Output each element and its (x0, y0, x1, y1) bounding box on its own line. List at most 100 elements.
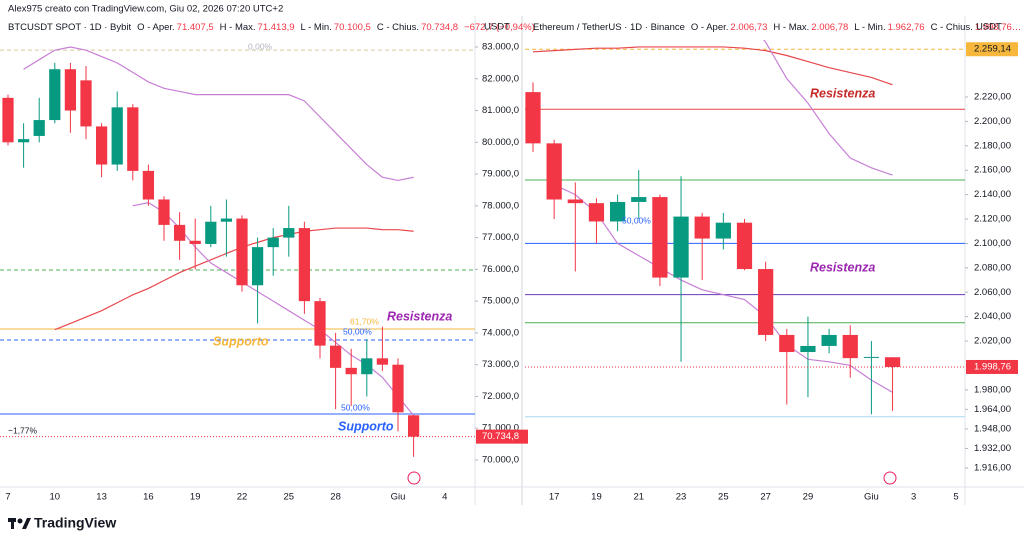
y-tick-label: 1.916,00 (974, 462, 1011, 473)
y-tick-label: 2.160,00 (974, 165, 1011, 176)
candle-body (376, 358, 389, 365)
indicator-line (763, 40, 893, 176)
annotation: 50,00% (622, 215, 651, 225)
candle-body (567, 199, 583, 204)
ohlc-value: 1.962,76 (888, 22, 925, 33)
candle-body (863, 356, 880, 358)
overlay: Resistenza Supporto Supporto 50,00% 50,0… (0, 22, 1021, 503)
annotation: 50,00% (341, 402, 370, 412)
y-tick-label: 2.220,00 (974, 92, 1011, 103)
ohlc-label: O - Aper. (691, 22, 729, 33)
indicator-line (54, 227, 414, 331)
candle-body (407, 415, 420, 437)
x-tick-label: 5 (953, 492, 958, 503)
ohlc-value: 1.998,76… (975, 22, 1021, 33)
candle-body (267, 237, 279, 248)
y-tick-label: 77.000,0 (482, 232, 519, 243)
y-tick-label: 70.000,0 (482, 455, 519, 466)
x-tick-label: 13 (96, 492, 107, 503)
annotation: −1,77% (8, 425, 38, 435)
y-tick-label: 72.000,0 (482, 391, 519, 402)
candle-body (361, 358, 373, 375)
x-tick-label: 3 (911, 492, 916, 503)
indicator-line (553, 184, 893, 393)
ohlc-label: C - Chius. (377, 22, 419, 33)
ohlc-label: O - Aper. (137, 22, 175, 33)
candle-body (49, 69, 61, 121)
symbol-info: BTCUSDT SPOT · 1D · Bybit O - Aper. 71.407… (8, 22, 535, 33)
axis-unit: USDT (484, 22, 510, 33)
candle-body (884, 357, 901, 367)
ohlc-label: H - Max. (773, 22, 809, 33)
candle-body (142, 170, 155, 200)
x-tick-label: 10 (50, 492, 61, 503)
ohlc-value: 71.413,9 (258, 22, 295, 33)
annotation: 0,00% (248, 41, 273, 51)
last-price-label: 70.734,8 (482, 431, 519, 442)
y-tick-label: 82.000,0 (482, 73, 519, 84)
annotation: Resistenza (387, 309, 452, 323)
x-tick-label: 29 (803, 492, 814, 503)
axis-unit: USDT (976, 22, 1002, 33)
candle-body (220, 218, 233, 222)
candle-body (80, 80, 92, 127)
y-tick-label: 2.080,00 (974, 262, 1011, 273)
y-tick-label: 78.000,0 (482, 200, 519, 211)
event-icon[interactable] (883, 471, 897, 485)
candle-body (842, 334, 858, 359)
x-tick-label: 7 (5, 492, 10, 503)
candle-body (64, 69, 77, 111)
ohlc-label: C - Chius. (931, 22, 973, 33)
candle-body (329, 345, 342, 368)
x-tick-label: 19 (591, 492, 602, 503)
candle-body (205, 221, 217, 244)
y-tick-label: 71.000,0 (482, 423, 519, 434)
x-tick-label: 4 (442, 492, 447, 503)
ohlc-value: 71.407,5 (177, 22, 214, 33)
ohlc-label: H - Max. (220, 22, 256, 33)
y-tick-label: 2.020,00 (974, 336, 1011, 347)
x-tick-label: 19 (190, 492, 201, 503)
candle-body (673, 216, 689, 278)
y-tick-label: 73.000,0 (482, 359, 519, 370)
symbol: Ethereum / TetherUS · 1D · Binance (533, 22, 685, 33)
y-tick-label: 79.000,0 (482, 169, 519, 180)
candle-body (779, 334, 795, 353)
candle-body (392, 364, 404, 413)
y-tick-label: 2.200,00 (974, 116, 1011, 127)
annotation: 50,00% (343, 326, 372, 336)
annotation: Supporto (213, 334, 269, 348)
y-tick-label: 2.140,00 (974, 189, 1011, 200)
candle-body (127, 107, 139, 171)
y-tick-label: 1.964,00 (974, 404, 1011, 415)
y-tick-label: 83.000,0 (482, 42, 519, 53)
y-tick-label: 76.000,0 (482, 264, 519, 275)
y-tick-label: 74.000,0 (482, 327, 519, 338)
x-tick-label: 28 (330, 492, 341, 503)
y-tick-label: 2.060,00 (974, 287, 1011, 298)
ohlc-value: 2.006,73 (730, 22, 767, 33)
candle-body (298, 228, 311, 302)
candle-body (189, 240, 201, 244)
last-price-badge (966, 359, 1018, 374)
y-tick-label: 1.980,00 (974, 384, 1011, 395)
x-tick-label: 25 (284, 492, 295, 503)
candle-body (800, 345, 816, 353)
candle-body (694, 216, 710, 239)
indicator-line (23, 46, 414, 182)
x-tick-label: 21 (633, 492, 644, 503)
header: Alex975 creato con TradingView.com, Giu … (8, 4, 283, 15)
annotation: Resistenza (810, 86, 875, 100)
candle-body (158, 199, 170, 225)
annotation: Supporto (338, 419, 394, 433)
candle-body (525, 92, 541, 144)
plot (0, 46, 475, 457)
candle-body (173, 224, 186, 241)
event-icon[interactable] (407, 471, 421, 485)
x-tick-label: 27 (760, 492, 771, 503)
last-price-label: 1.998,76 (974, 361, 1011, 372)
candle-body (251, 247, 264, 286)
candle-body (314, 301, 326, 346)
candle-body (652, 197, 668, 278)
